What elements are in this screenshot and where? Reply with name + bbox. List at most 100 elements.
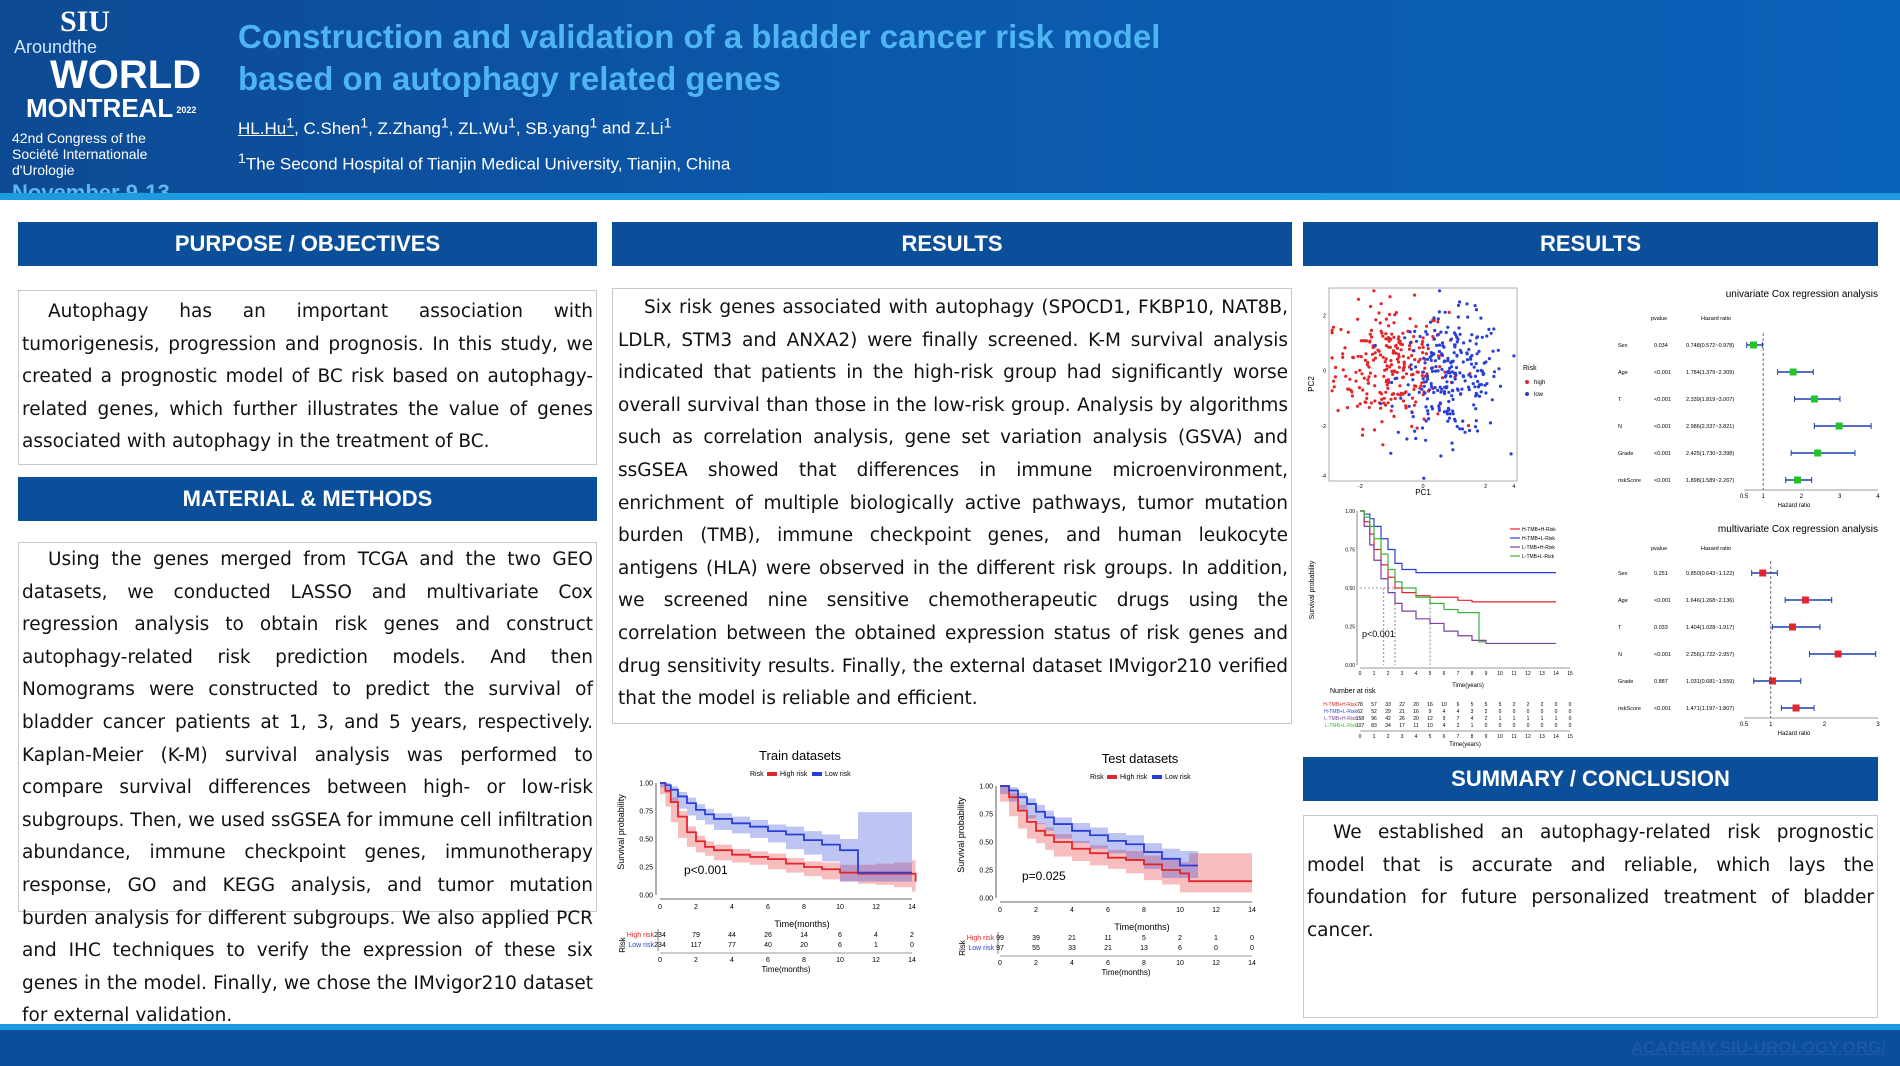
pca-point [1492,370,1497,374]
risk-count: 13 [1140,945,1148,952]
pca-point [1425,374,1430,378]
risk-count: 2 [1485,709,1488,715]
pca-point [1413,329,1417,333]
risk-count: 6 [838,932,842,939]
risk-count: 0 [1555,709,1558,715]
results-right-heading: RESULTS [1303,222,1878,266]
pca-point [1384,378,1389,383]
x-tick-label: 5 [1429,734,1432,740]
pca-point [1369,328,1374,332]
x-tick-label: -2 [1358,484,1363,490]
pca-point [1406,383,1410,387]
author: HL.Hu1 [238,115,294,138]
risk-count: 10 [1427,723,1433,729]
risk-count: 2 [1485,716,1488,722]
pca-point [1450,441,1454,445]
affiliation-sup: 1 [238,151,246,167]
y-tick-label: 0.00 [1345,663,1355,669]
pca-point [1424,352,1428,356]
poster-header: SIU Aroundthe WORLD MONTREAL 2022 42nd Co… [0,0,1900,205]
pca-point [1445,380,1449,384]
pca-point [1408,341,1412,345]
x-axis-label: PC1 [1415,488,1431,497]
x-tick-label: 1 [1373,734,1376,740]
pca-point [1425,397,1429,401]
legend-swatch-high [1107,775,1117,779]
pca-point [1390,380,1394,385]
forest-point [1792,704,1800,712]
logo-congress: 42nd Congress of the Société Internation… [12,130,232,178]
congress-logo: SIU Aroundthe WORLD MONTREAL 2022 42nd Co… [12,6,232,206]
pca-point [1477,394,1482,398]
pca-point [1373,384,1377,388]
pca-point [1453,333,1458,337]
pca-point [1361,339,1365,343]
pca-point [1447,416,1452,420]
pca-point [1383,368,1387,372]
pca-point [1449,337,1453,341]
pca-point [1426,412,1430,416]
forest-row-hr: 1.031(0.681~1.559) [1686,679,1734,685]
x-tick-label: 14 [1553,734,1559,740]
risk-count: 14 [800,932,808,939]
pca-point [1404,390,1408,394]
academy-link[interactable]: ACADEMY.SIU-UROLOGY.ORG/ [1630,1038,1886,1057]
pca-point [1409,363,1413,367]
pca-point [1365,363,1369,367]
confidence-band [660,783,916,892]
risk-count: 2 [1178,935,1182,942]
univariate-forest-plot: univariate Cox regression analysis pvalu… [1618,289,1880,509]
x-tick-label: 3 [1876,722,1880,728]
forest-row-name: Sex [1618,343,1628,349]
results-box [612,288,1292,724]
x-tick-label: 6 [766,904,770,911]
risk-count: 5 [1142,935,1146,942]
y-tick-label: 0.25 [979,868,993,875]
pca-point [1369,304,1373,309]
pca-point [1420,374,1424,378]
purpose-paragraph: Autophagy has an important association w… [22,301,593,453]
risk-count: 0 [1250,935,1254,942]
author-name: Z.Zhang [377,118,441,138]
logo-congress-line: Société Internationale [12,146,148,163]
risk-count: 4 [1457,709,1460,715]
pca-point [1465,352,1469,356]
x-tick-label: 2 [1034,960,1038,967]
pca-point [1443,370,1447,374]
risk-count: 6 [1178,945,1182,952]
risk-count: 0 [1214,945,1218,952]
pca-point [1479,383,1484,387]
pca-point [1414,339,1419,343]
risk-count: 2 [1527,702,1530,708]
pca-point [1387,324,1391,328]
forest-row-hr: 2.425(1.730~3.398) [1686,451,1734,457]
pca-point [1427,388,1432,392]
forest-row-name: T [1618,397,1622,403]
legend-swatch-high [767,772,777,776]
pca-point [1426,343,1430,347]
survival-curve [1360,510,1486,643]
author-name: ZL.Wu [458,118,508,138]
pca-point [1379,329,1383,333]
x-axis-label: Hazard ratio [1778,731,1811,737]
pca-point [1354,370,1358,374]
pca-point [1436,388,1440,392]
pca-point [1438,289,1442,293]
pca-point [1424,419,1428,423]
y-tick-label: 1.00 [1345,509,1355,515]
pca-point [1439,454,1443,458]
pca-point [1458,300,1462,304]
risk-count: 20 [1413,702,1419,708]
chart-legend-low: Low risk [825,771,851,778]
median-guide [1360,587,1431,665]
pca-point [1393,377,1397,381]
pca-point [1440,341,1445,345]
pca-point [1380,397,1384,401]
col-header-hr: Hazard ratio [1701,546,1731,552]
risk-count: 0 [1569,709,1572,715]
pca-point [1360,372,1364,376]
pca-point [1446,325,1450,329]
risk-count: 21 [1104,945,1112,952]
risk-count: 5 [1471,702,1474,708]
pca-point [1417,390,1421,394]
